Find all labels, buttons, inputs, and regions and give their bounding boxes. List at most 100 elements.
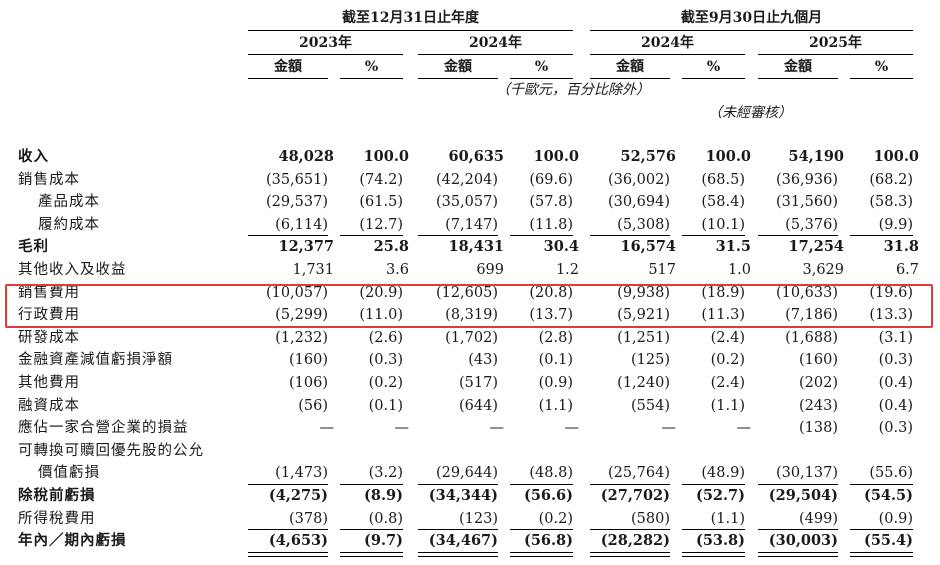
table-row: 銷售成本 (35,651) (74.2) (42,204) (69.6) (36,002)… (0, 169, 940, 191)
percent-cell: — (395, 417, 410, 439)
table-row: 融資成本 (56) (0.1) (644) (1.1) (554) (1.1) (243) (0… (0, 395, 940, 417)
subtotal-rule (850, 484, 913, 485)
subtotal-rule (850, 235, 913, 236)
header-sub-underline (418, 78, 498, 79)
amount-cell: 60,635 (449, 146, 505, 168)
row-label: 收入 (18, 146, 49, 168)
row-label: 年內／期內虧損 (18, 530, 127, 552)
amount-cell: (1,240) (617, 372, 670, 394)
row-label: 其他費用 (18, 372, 80, 394)
amount-cell: (5,308) (617, 214, 670, 236)
percent-cell: (0.3) (879, 417, 913, 439)
percent-cell: (0.3) (879, 349, 913, 371)
table-row: 金融資產減值虧損淨額 (160) (0.3) (43) (0.1) (125) (0.2) (… (0, 349, 940, 371)
percent-cell: — (737, 417, 752, 439)
table-row: 履約成本 (6,114) (12.7) (7,147) (11.8) (5,308) (10… (0, 214, 940, 236)
percent-cell: (56.8) (524, 530, 573, 552)
percent-cell: (68.2) (869, 169, 913, 191)
header-year: 2023年 (248, 33, 403, 53)
percent-cell: (2.8) (539, 327, 573, 349)
amount-cell: (1,251) (617, 327, 670, 349)
header-year: 2024年 (590, 33, 745, 53)
amount-cell: (554) (631, 395, 670, 417)
percent-cell: (8.9) (364, 485, 403, 507)
percent-cell: 100.0 (874, 146, 919, 168)
percent-cell: (0.4) (879, 395, 913, 417)
amount-cell: (1,702) (445, 327, 498, 349)
percent-cell: (11.8) (529, 214, 573, 236)
amount-cell: (29,537) (266, 191, 328, 213)
percent-cell: 1.2 (556, 259, 579, 281)
percent-cell: 6.7 (896, 259, 919, 281)
percent-cell: (61.5) (359, 191, 403, 213)
row-label: 產品成本 (38, 191, 100, 213)
amount-cell: (35,057) (436, 191, 498, 213)
percent-cell: (9.7) (364, 530, 403, 552)
header-group-annual: 截至12月31日止年度 (248, 8, 573, 28)
subtotal-rule (682, 484, 745, 485)
percent-cell: (0.2) (539, 508, 573, 530)
percent-cell: (55.4) (864, 530, 913, 552)
header-amount: 金額 (248, 57, 328, 77)
amount-cell: (7,147) (445, 214, 498, 236)
table-row: 價值虧損 (1,473) (3.2) (29,644) (48.8) (25,764) (4… (0, 462, 940, 484)
table-row: 其他費用 (106) (0.2) (517) (0.9) (1,240) (2.4) (202… (0, 372, 940, 394)
table-row: 應佔一家合營企業的損益 — — — — — — (138) (0.3) (0, 417, 940, 439)
header-year: 2024年 (418, 33, 573, 53)
subtotal-rule (340, 235, 403, 236)
amount-cell: (644) (459, 395, 498, 417)
amount-cell: — (662, 417, 677, 439)
percent-cell: (69.6) (529, 169, 573, 191)
amount-cell: (160) (799, 349, 838, 371)
amount-cell: 16,574 (621, 236, 677, 258)
header-percent: % (682, 57, 745, 77)
table-row: 年內／期內虧損 (4,653) (9.7) (34,467) (56.8) (28,282… (0, 530, 940, 552)
amount-cell: (125) (631, 349, 670, 371)
header-year-underline (590, 54, 745, 55)
subtotal-rule (850, 529, 913, 530)
table-row: 所得稅費用 (378) (0.8) (123) (0.2) (580) (1.1) (499)… (0, 508, 940, 530)
header-percent: % (340, 57, 403, 77)
total-double-rule (418, 552, 498, 557)
percent-cell: (3.2) (369, 462, 403, 484)
percent-cell: (0.8) (369, 508, 403, 530)
subtotal-rule (418, 484, 498, 485)
highlight-box (5, 284, 933, 328)
total-double-rule (682, 552, 745, 557)
amount-cell: — (490, 417, 505, 439)
amount-cell: (378) (289, 508, 328, 530)
amount-cell: (580) (631, 508, 670, 530)
amount-cell: (31,560) (776, 191, 838, 213)
subtotal-rule (758, 529, 838, 530)
header-group-nine-months: 截至9月30日止九個月 (590, 8, 913, 28)
percent-cell: (0.3) (369, 349, 403, 371)
amount-cell: (202) (799, 372, 838, 394)
percent-cell: (58.3) (869, 191, 913, 213)
subtotal-rule (590, 235, 670, 236)
amount-cell: 12,377 (279, 236, 335, 258)
amount-cell: (138) (799, 417, 838, 439)
amount-cell: (1,232) (275, 327, 328, 349)
header-sub-underline (850, 78, 913, 79)
subtotal-rule (682, 529, 745, 530)
percent-cell: 100.0 (364, 146, 409, 168)
subtotal-rule (418, 235, 498, 236)
subtotal-rule (590, 484, 670, 485)
amount-cell: (5,376) (785, 214, 838, 236)
percent-cell: 3.6 (386, 259, 409, 281)
row-label: 價值虧損 (38, 462, 100, 484)
amount-cell: 699 (476, 259, 504, 281)
row-label: 金融資產減值虧損淨額 (18, 349, 173, 371)
percent-cell: (53.8) (696, 530, 745, 552)
percent-cell: (55.6) (869, 462, 913, 484)
row-label: 其他收入及收益 (18, 259, 127, 281)
header-year-underline (758, 54, 913, 55)
percent-cell: (74.2) (359, 169, 403, 191)
amount-cell: (1,688) (785, 327, 838, 349)
amount-cell: 18,431 (449, 236, 505, 258)
subtotal-rule (510, 529, 573, 530)
amount-cell: (243) (799, 395, 838, 417)
subtotal-rule (248, 484, 328, 485)
row-label: 所得稅費用 (18, 508, 96, 530)
percent-cell: (2.4) (711, 372, 745, 394)
